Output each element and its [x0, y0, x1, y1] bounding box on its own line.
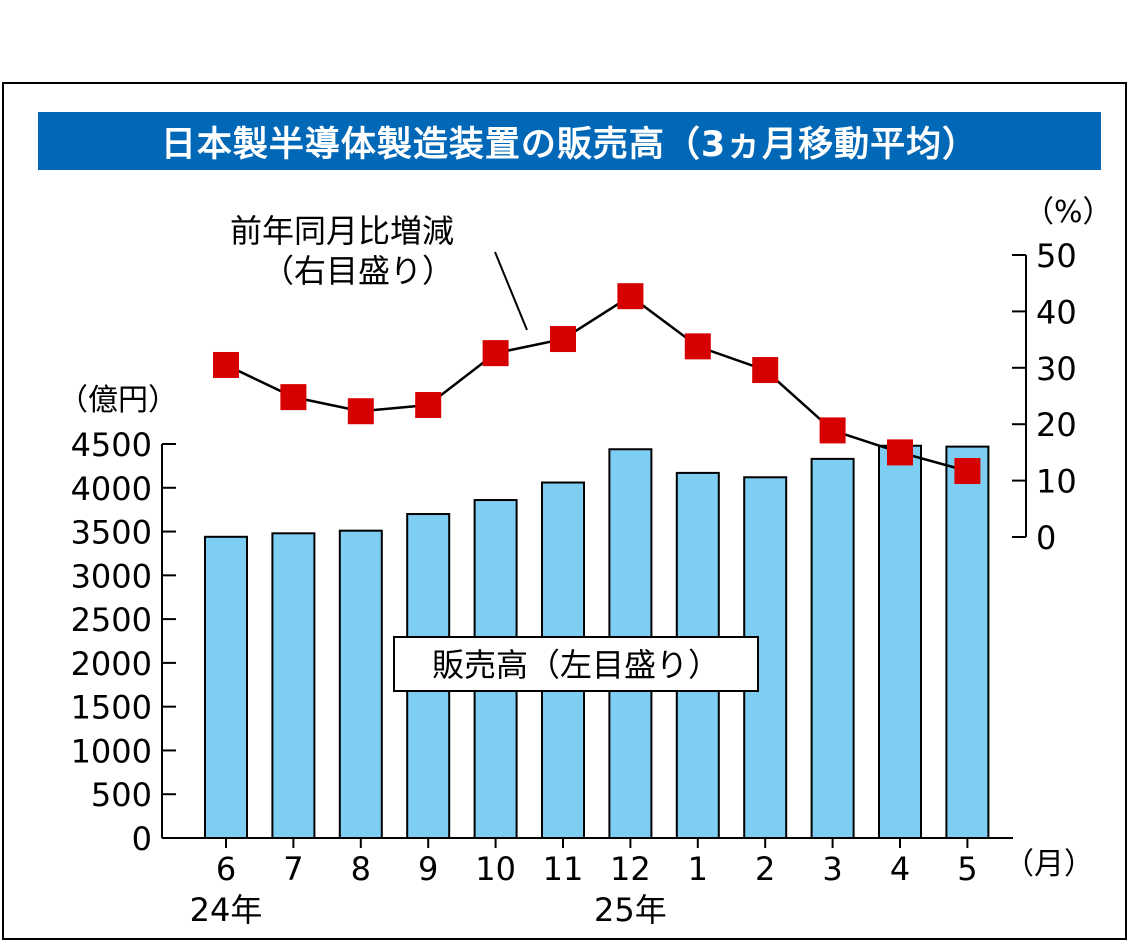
year-label: 25年	[594, 891, 667, 929]
right-tick-label: 10	[1036, 463, 1077, 501]
x-tick-label: 11	[543, 850, 584, 888]
left-axis-unit: （億円）	[58, 383, 178, 418]
left-tick-label: 2500	[71, 601, 152, 639]
right-tick-label: 40	[1036, 293, 1077, 331]
x-tick-label: 9	[418, 850, 438, 888]
line-label-leader	[494, 251, 528, 331]
x-tick-label: 10	[475, 850, 516, 888]
yoy-marker-1	[684, 333, 711, 360]
left-tick-label: 4000	[71, 470, 152, 508]
x-tick-label: 8	[351, 850, 371, 888]
chart-title: 日本製半導体製造装置の販売高（3ヵ月移動平均）	[38, 112, 1101, 170]
line-series-label-scale: （右目盛り）	[262, 252, 454, 290]
left-tick-label: 500	[91, 776, 152, 814]
year-label: 24年	[190, 891, 263, 929]
bar-6	[204, 535, 248, 839]
line-series-label: 前年同月比増減	[230, 212, 454, 250]
chart-frame	[2, 82, 1127, 940]
yoy-marker-2	[752, 357, 779, 384]
yoy-marker-10	[482, 340, 509, 367]
x-tick-label: 3	[822, 850, 842, 888]
bar-4	[878, 444, 922, 839]
right-tick-label: 50	[1036, 237, 1077, 275]
yoy-marker-7	[280, 384, 307, 411]
right-axis-unit: （%）	[1024, 195, 1113, 230]
x-tick-label: 4	[890, 850, 910, 888]
yoy-marker-8	[347, 398, 374, 425]
left-tick-label: 2000	[71, 645, 152, 683]
bar-label-box	[393, 636, 759, 692]
yoy-marker-5	[954, 458, 981, 485]
yoy-marker-4	[887, 439, 913, 466]
left-tick-label: 3500	[71, 514, 152, 552]
left-tick-label: 4500	[71, 426, 152, 464]
yoy-marker-3	[819, 417, 846, 444]
x-tick-label: 6	[216, 850, 236, 888]
bar-7	[271, 532, 316, 839]
yoy-marker-11	[550, 326, 576, 353]
right-tick-label: 30	[1036, 350, 1077, 388]
left-tick-label: 1000	[71, 732, 152, 770]
x-axis-unit: （月）	[1004, 847, 1094, 882]
yoy-marker-12	[617, 283, 644, 310]
x-tick-label: 12	[610, 850, 651, 888]
bar-3	[810, 457, 855, 839]
bar-series-label: 販売高（左目盛り）	[432, 646, 720, 684]
bar-8	[338, 529, 383, 839]
x-tick-label: 5	[957, 850, 977, 888]
x-tick-label: 7	[283, 850, 303, 888]
right-tick-label: 0	[1036, 519, 1056, 557]
x-tick-label: 2	[755, 850, 775, 888]
x-tick-label: 1	[688, 850, 708, 888]
yoy-marker-6	[213, 351, 239, 378]
left-tick-label: 1500	[71, 689, 152, 727]
bar-5	[945, 445, 990, 839]
right-tick-label: 20	[1036, 406, 1077, 444]
yoy-marker-9	[415, 392, 442, 419]
yoy-line	[225, 294, 968, 473]
left-tick-label: 0	[132, 820, 152, 858]
left-tick-label: 3000	[71, 557, 152, 595]
